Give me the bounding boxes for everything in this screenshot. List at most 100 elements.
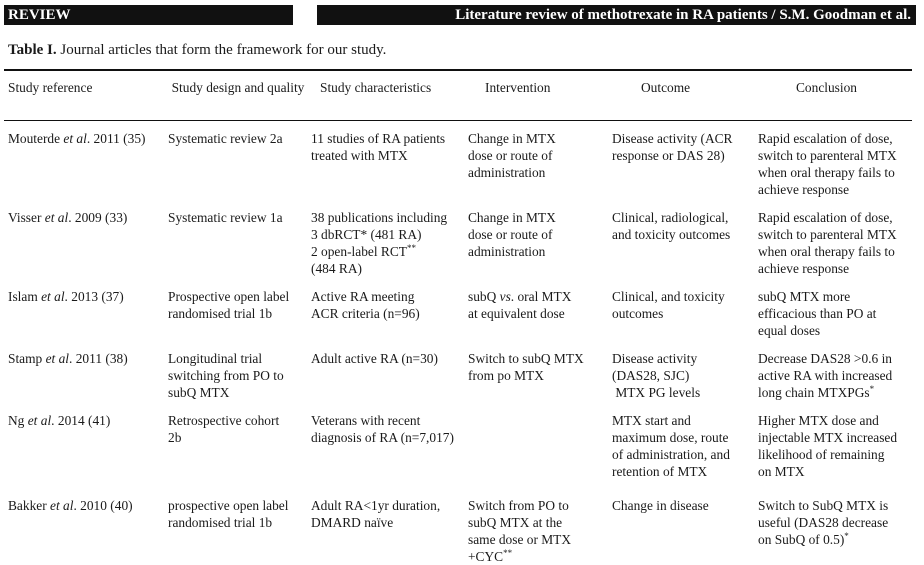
column-header-conclusion: Conclusion <box>796 80 858 95</box>
line: Rapid escalation of dose, <box>758 210 893 225</box>
reference-etal: et al <box>27 413 52 428</box>
line: of administration, and <box>612 447 730 462</box>
cell-design: Systematic review 1a <box>168 209 283 226</box>
line: when oral therapy fails to <box>758 165 895 180</box>
line: Systematic review 1a <box>168 210 283 225</box>
table-caption-text: Journal articles that form the framework… <box>60 42 387 58</box>
line: Decrease DAS28 >0.6 in <box>758 351 892 366</box>
line: Change in disease <box>612 498 709 513</box>
line: outcomes <box>612 306 664 321</box>
line: switch to parenteral MTX <box>758 227 897 242</box>
cell-characteristics: 11 studies of RA patients treated with MT… <box>311 130 445 164</box>
cell-intervention: Switch from PO to subQ MTX at the same dos… <box>468 497 571 565</box>
footnote-marker: ** <box>503 548 513 558</box>
column-header-characteristics: Study characteristics <box>320 80 432 95</box>
cell-reference: Mouterde et al. 2011 (35) <box>8 130 146 147</box>
cell-intervention: Change in MTX dose or route of administrat… <box>468 130 556 181</box>
versus-italic: vs <box>499 289 511 304</box>
line: MTX PG levels <box>612 385 701 400</box>
line: (DAS28, SJC) <box>612 368 690 383</box>
line: Change in MTX <box>468 210 556 225</box>
line: Change in MTX <box>468 131 556 146</box>
line: efficacious than PO at <box>758 306 877 321</box>
line-text: long chain MTXPGs <box>758 385 870 400</box>
line: when oral therapy fails to <box>758 244 895 259</box>
line: Rapid escalation of dose, <box>758 131 893 146</box>
reference-year: . 2014 (41) <box>51 413 111 428</box>
reference-author: Bakker <box>8 498 47 513</box>
line-text: . oral MTX <box>510 289 572 304</box>
reference-author: Visser <box>8 210 42 225</box>
line: diagnosis of RA (n=7,017) <box>311 430 454 445</box>
line: and toxicity outcomes <box>612 227 731 242</box>
line: administration <box>468 165 546 180</box>
cell-conclusion: Rapid escalation of dose, switch to paren… <box>758 130 897 198</box>
line: Clinical, radiological, <box>612 210 729 225</box>
line: (484 RA) <box>311 261 362 276</box>
reference-year: . 2010 (40) <box>73 498 133 513</box>
footnote-marker: * <box>869 384 875 394</box>
line: Clinical, and toxicity <box>612 289 725 304</box>
line: on SubQ of 0.5)* <box>758 531 888 548</box>
reference-author: Mouterde <box>8 131 61 146</box>
reference-etal: et al <box>50 498 74 513</box>
line: long chain MTXPGs* <box>758 384 892 401</box>
cell-intervention: subQ vs. oral MTX at equivalent dose <box>468 288 571 322</box>
cell-design: Longitudinal trial switching from PO to su… <box>168 350 284 401</box>
line: MTX start and <box>612 413 691 428</box>
line: Switch to subQ MTX <box>468 351 584 366</box>
line: from po MTX <box>468 368 544 383</box>
cell-outcome: Disease activity (ACR response or DAS 28) <box>612 130 733 164</box>
cell-characteristics: 38 publications including 3 dbRCT* (481 R… <box>311 209 447 277</box>
column-header-intervention: Intervention <box>485 80 551 95</box>
line: Switch from PO to <box>468 498 569 513</box>
cell-outcome: Change in disease <box>612 497 709 514</box>
cell-outcome: Clinical, radiological, and toxicity outc… <box>612 209 730 243</box>
line: dose or route of <box>468 148 553 163</box>
reference-etal: et al <box>45 351 70 366</box>
table-caption-label: Table I. <box>8 42 57 58</box>
cell-conclusion: Decrease DAS28 >0.6 in active RA with inc… <box>758 350 892 401</box>
line: 3 dbRCT* (481 RA) <box>311 227 422 242</box>
line: injectable MTX increased <box>758 430 898 445</box>
line: treated with MTX <box>311 148 408 163</box>
cell-conclusion: subQ MTX more efficacious than PO at equal… <box>758 288 876 339</box>
cell-characteristics: Adult RA<1yr duration, DMARD naïve <box>311 497 440 531</box>
line: Systematic review 2a <box>168 131 283 146</box>
line: achieve response <box>758 261 850 276</box>
reference-year: . 2011 (35) <box>86 131 146 146</box>
cell-design: Systematic review 2a <box>168 130 283 147</box>
line: 11 studies of RA patients <box>311 131 446 146</box>
reference-author: Ng <box>8 413 25 428</box>
column-header-reference: Study reference <box>8 80 93 95</box>
line-text: 2 open-label RCT <box>311 244 407 259</box>
line: Retrospective cohort <box>168 413 280 428</box>
section-header-review: REVIEW <box>4 5 293 25</box>
running-title: Literature review of methotrexate in RA … <box>317 5 916 25</box>
cell-conclusion: Higher MTX dose and injectable MTX increa… <box>758 412 897 480</box>
line: dose or route of <box>468 227 553 242</box>
table-top-rule <box>4 69 912 71</box>
line: randomised trial 1b <box>168 515 273 530</box>
cell-reference: Islam et al. 2013 (37) <box>8 288 124 305</box>
reference-etal: et al <box>41 289 65 304</box>
line: DMARD naïve <box>311 515 394 530</box>
line: switch to parenteral MTX <box>758 148 897 163</box>
table-header-rule <box>4 120 912 121</box>
cell-characteristics: Adult active RA (n=30) <box>311 350 438 367</box>
line: Veterans with recent <box>311 413 421 428</box>
line: subQ MTX <box>168 385 230 400</box>
line: useful (DAS28 decrease <box>758 515 889 530</box>
line: retention of MTX <box>612 464 708 479</box>
column-header-design: Study design and quality <box>171 80 305 95</box>
cell-reference: Stamp et al. 2011 (38) <box>8 350 128 367</box>
line: same dose or MTX <box>468 532 572 547</box>
line-text: +CYC <box>468 549 504 564</box>
cell-conclusion: Rapid escalation of dose, switch to paren… <box>758 209 897 277</box>
line: subQ MTX at the <box>468 515 563 530</box>
line: switching from PO to <box>168 368 284 383</box>
line: Disease activity <box>612 351 698 366</box>
column-header-outcome: Outcome <box>641 80 691 95</box>
line: prospective open label <box>168 498 289 513</box>
cell-design: Retrospective cohort 2b <box>168 412 279 446</box>
